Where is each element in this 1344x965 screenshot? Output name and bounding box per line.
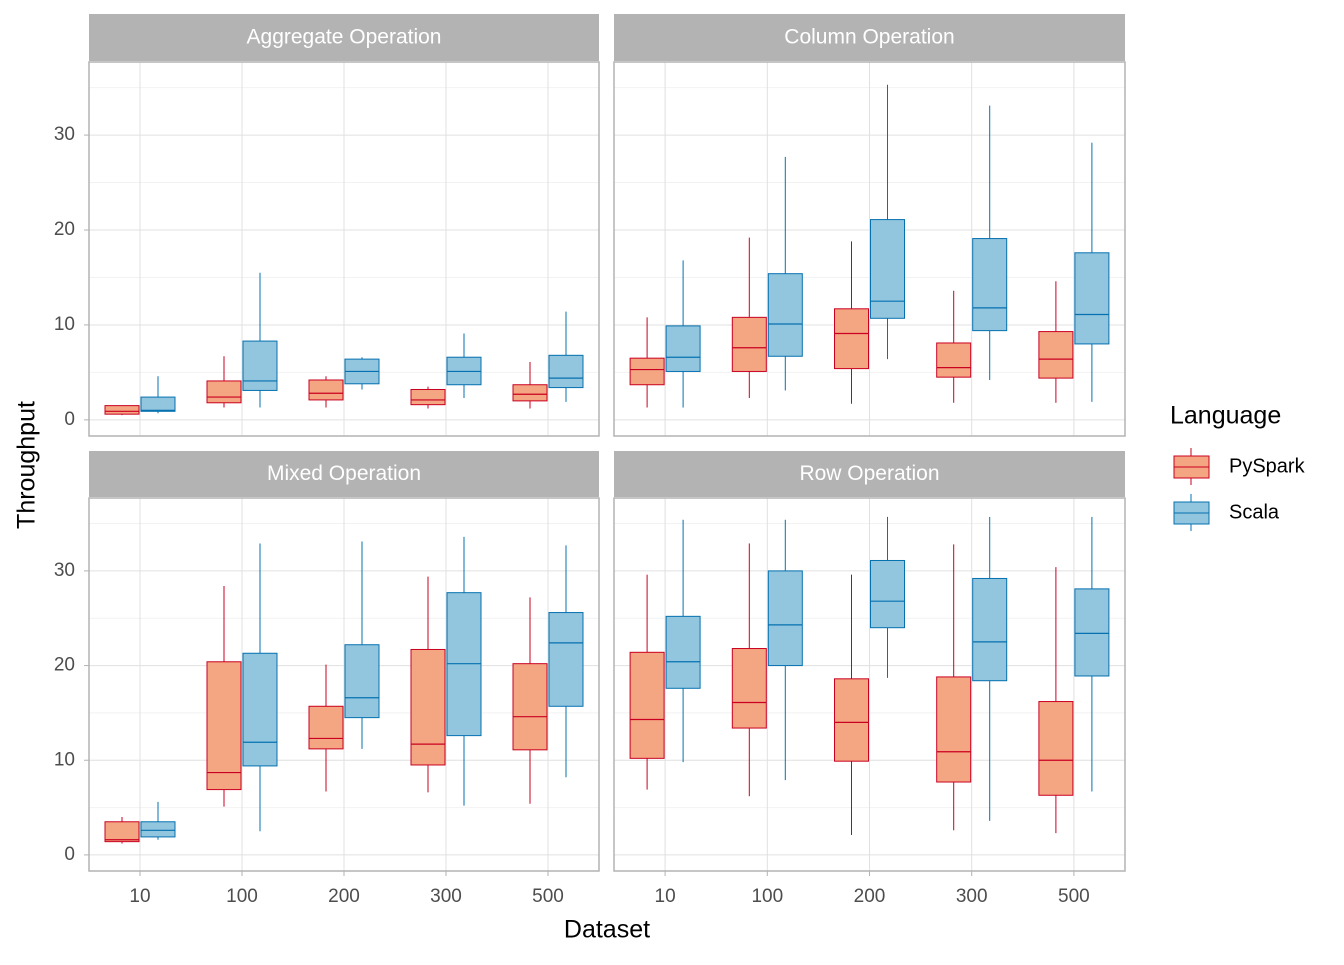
box: [629, 357, 665, 386]
strip-label: Mixed Operation: [267, 462, 421, 485]
box: [206, 380, 242, 404]
strip: [89, 14, 599, 61]
box: [870, 559, 905, 629]
y-tick-label: 0: [64, 844, 75, 865]
y-tick-label: 20: [54, 219, 75, 240]
box: [410, 388, 446, 406]
strip-label: Aggregate Operation: [247, 26, 442, 49]
box: [1074, 588, 1110, 677]
box: [140, 396, 176, 412]
box: [665, 615, 701, 689]
box: [242, 652, 278, 767]
strip: [89, 451, 599, 497]
legend-label: Scala: [1229, 501, 1280, 523]
box: [731, 648, 767, 729]
box: [972, 577, 1008, 682]
box: [936, 676, 972, 783]
strip-label: Row Operation: [799, 462, 939, 485]
box: [308, 379, 344, 401]
box: [629, 651, 665, 759]
box: [767, 273, 803, 357]
y-tick-label: 0: [64, 409, 75, 430]
box: [936, 342, 972, 378]
x-tick-label: 200: [854, 886, 886, 907]
box: [242, 340, 278, 391]
box: [206, 661, 242, 791]
strip-label: Column Operation: [784, 26, 954, 49]
y-tick-label: 30: [54, 124, 75, 145]
x-tick-label: 100: [751, 886, 783, 907]
y-tick-label: 30: [54, 560, 75, 581]
x-tick-label: 300: [956, 886, 988, 907]
box: [344, 644, 380, 719]
x-tick-label: 200: [328, 886, 360, 907]
box: [308, 705, 344, 750]
box: [548, 612, 584, 707]
box: [512, 384, 548, 402]
box: [140, 821, 176, 838]
legend-title: Language: [1170, 402, 1281, 430]
box: [1074, 252, 1110, 345]
box: [512, 663, 548, 751]
x-tick-label: 500: [1058, 886, 1090, 907]
x-tick-label: 500: [532, 886, 564, 907]
box: [1038, 701, 1074, 796]
y-tick-label: 10: [54, 749, 75, 770]
box: [665, 325, 701, 372]
panel-border: [88, 497, 600, 872]
x-axis-title: Dataset: [564, 916, 650, 944]
x-tick-label: 10: [129, 886, 150, 907]
box: [834, 308, 869, 370]
box: [767, 570, 803, 667]
x-tick-label: 300: [430, 886, 462, 907]
box: [870, 219, 905, 319]
y-tick-label: 20: [54, 655, 75, 676]
box: [1038, 331, 1074, 379]
legend-label: PySpark: [1229, 455, 1306, 477]
box: [548, 354, 584, 389]
strip: [614, 451, 1125, 497]
box: [972, 238, 1008, 332]
box: [104, 405, 140, 415]
y-axis-title: Throughput: [13, 401, 41, 529]
x-tick-label: 100: [226, 886, 258, 907]
y-tick-label: 10: [54, 314, 75, 335]
panel-border: [88, 61, 600, 437]
panel-border: [613, 61, 1126, 437]
x-tick-label: 10: [655, 886, 676, 907]
box: [410, 648, 446, 766]
box: [834, 678, 869, 762]
box: [731, 316, 767, 372]
box: [104, 821, 140, 843]
strip: [614, 14, 1125, 61]
panel-border: [613, 497, 1126, 872]
